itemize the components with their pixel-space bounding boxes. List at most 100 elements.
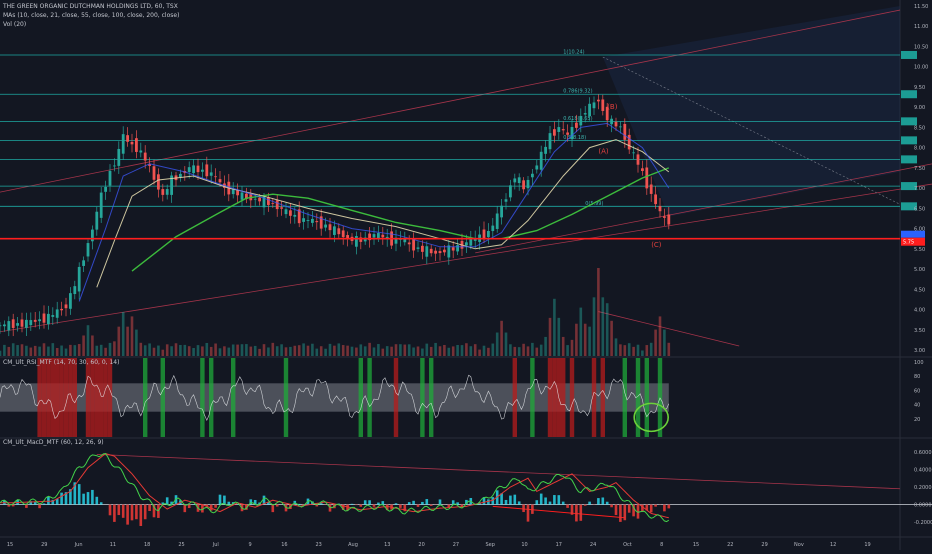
volume-bar bbox=[285, 347, 288, 356]
time-axis-tick: 12 bbox=[830, 542, 836, 548]
candle bbox=[421, 240, 424, 259]
volume-bar bbox=[3, 345, 6, 356]
volume-bar bbox=[470, 346, 473, 356]
fib-price-tag bbox=[901, 90, 917, 98]
macd-histogram-bar bbox=[184, 505, 187, 513]
macd-histogram-bar bbox=[96, 497, 99, 505]
macd-histogram-bar bbox=[421, 502, 424, 505]
fib-price-tag bbox=[901, 155, 917, 163]
candle-body bbox=[408, 242, 411, 244]
candle-body bbox=[518, 177, 521, 183]
fib-level-label: 1(10.24) bbox=[563, 49, 584, 55]
candle-body bbox=[91, 230, 94, 242]
volume-bar bbox=[610, 321, 613, 356]
volume-bar bbox=[311, 344, 314, 356]
macd-histogram-bar bbox=[558, 495, 561, 504]
ma-legend: MAs (10, close, 21, close, 55, close, 10… bbox=[3, 12, 179, 19]
candle-body bbox=[337, 228, 340, 234]
candle-body bbox=[535, 165, 538, 169]
candle-body bbox=[192, 165, 195, 173]
time-axis-tick: 15 bbox=[693, 542, 699, 548]
volume-bar bbox=[505, 333, 508, 356]
rsi-zone bbox=[513, 358, 517, 437]
macd-histogram-bar bbox=[140, 505, 143, 526]
candle-body bbox=[575, 123, 578, 128]
volume-bar bbox=[553, 299, 556, 356]
volume-bar bbox=[188, 346, 191, 356]
volume-bar bbox=[329, 344, 332, 356]
candle bbox=[377, 226, 380, 242]
macd-histogram-bar bbox=[100, 502, 103, 504]
time-axis-tick: 8 bbox=[660, 542, 663, 548]
candle-body bbox=[491, 226, 494, 231]
time-axis-tick: 22 bbox=[727, 542, 733, 548]
volume-bar bbox=[430, 347, 433, 356]
candle bbox=[390, 223, 393, 249]
candle bbox=[25, 313, 28, 336]
volume-bar bbox=[518, 347, 521, 356]
candle bbox=[60, 302, 63, 316]
volume-bar bbox=[544, 337, 547, 356]
candle-body bbox=[302, 218, 305, 222]
volume-bar bbox=[232, 344, 235, 356]
rsi-zone bbox=[548, 358, 552, 437]
candle-body bbox=[329, 224, 332, 230]
macd-histogram-bar bbox=[272, 505, 275, 513]
candle bbox=[236, 184, 239, 204]
candle bbox=[126, 127, 129, 147]
macd-histogram-bar bbox=[549, 502, 552, 505]
volume-bar bbox=[602, 297, 605, 356]
volume-bar bbox=[487, 348, 490, 356]
volume-bar bbox=[192, 348, 195, 356]
macd-histogram-bar bbox=[360, 505, 363, 507]
candle bbox=[122, 126, 125, 160]
volume-bar bbox=[478, 350, 481, 356]
candle-body bbox=[637, 154, 640, 164]
rsi-zone bbox=[570, 358, 574, 437]
rsi-zone bbox=[86, 358, 90, 437]
candle bbox=[395, 230, 398, 251]
candle bbox=[487, 223, 490, 244]
macd-histogram-bar bbox=[395, 503, 398, 504]
price-axis-tick: 5.50 bbox=[914, 247, 925, 253]
candle bbox=[170, 172, 173, 203]
candle-body bbox=[166, 189, 169, 195]
candle-body bbox=[562, 129, 565, 130]
candle-body bbox=[258, 198, 261, 202]
candle-body bbox=[60, 309, 63, 310]
candle-body bbox=[188, 167, 191, 172]
rsi-zone bbox=[200, 358, 204, 437]
price-axis-tick: 8.50 bbox=[914, 125, 925, 131]
price-axis-tick: 7.50 bbox=[914, 166, 925, 172]
macd-histogram-bar bbox=[47, 497, 50, 505]
candle-body bbox=[597, 100, 600, 102]
volume-bar bbox=[448, 348, 451, 356]
candle-body bbox=[311, 219, 314, 223]
candle-body bbox=[412, 239, 415, 250]
volume-bar bbox=[131, 316, 134, 356]
volume-bar bbox=[527, 346, 530, 356]
volume-bar bbox=[153, 348, 156, 356]
rsi-zone bbox=[284, 358, 288, 437]
price-axis-tick: 8.00 bbox=[914, 146, 925, 152]
candle-body bbox=[500, 206, 503, 218]
volume-bar bbox=[351, 347, 354, 356]
rsi-zone bbox=[73, 358, 77, 437]
volume-bar bbox=[157, 346, 160, 356]
candle bbox=[214, 168, 217, 184]
volume-bar bbox=[355, 348, 358, 356]
volume-bar bbox=[412, 347, 415, 356]
macd-histogram-bar bbox=[78, 484, 81, 504]
volume-bar bbox=[118, 327, 121, 356]
macd-histogram-bar bbox=[456, 502, 459, 504]
price-axis-tick: 10.50 bbox=[914, 44, 928, 50]
time-axis-tick: Jun bbox=[74, 542, 83, 548]
candle-body bbox=[430, 249, 433, 253]
volume-bar bbox=[228, 348, 231, 356]
candle bbox=[381, 227, 384, 245]
macd-histogram-bar bbox=[624, 505, 627, 521]
candle-body bbox=[513, 178, 516, 182]
volume-bar bbox=[236, 345, 239, 356]
